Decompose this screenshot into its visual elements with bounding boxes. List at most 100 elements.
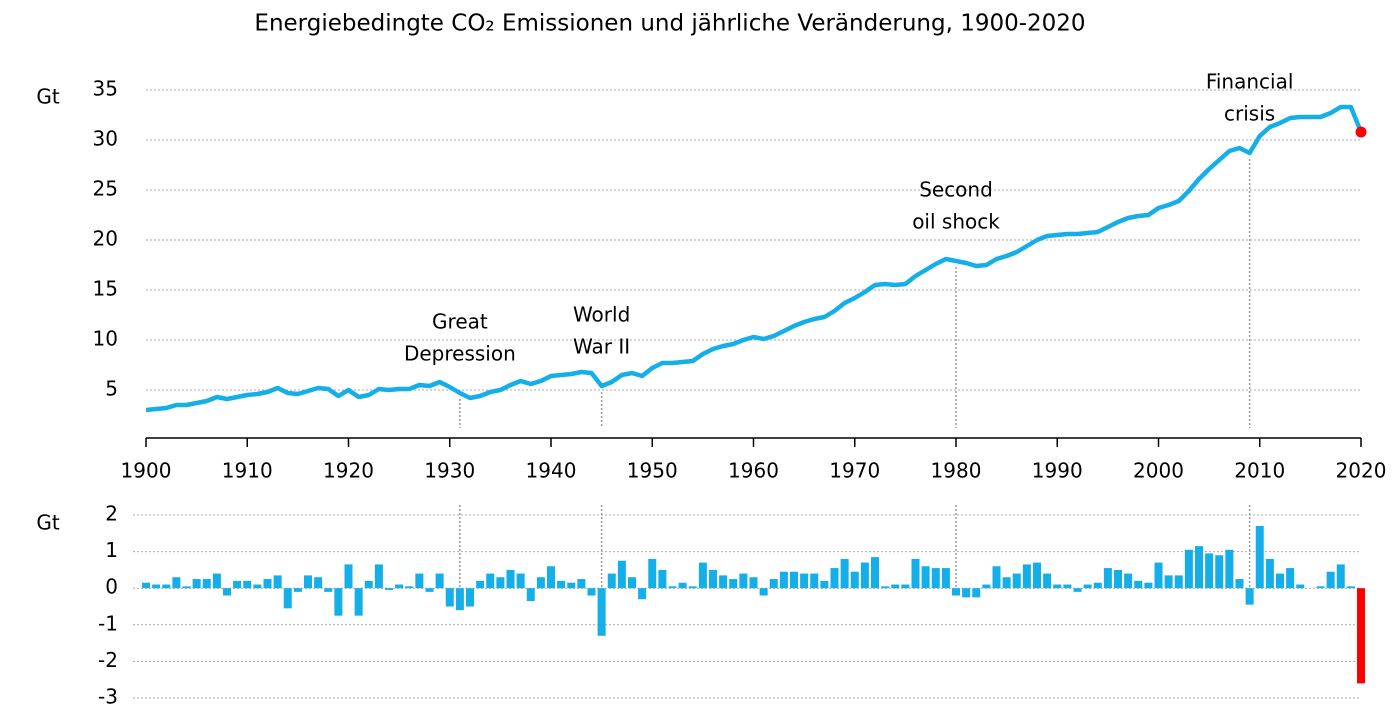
bar [1093, 582, 1102, 589]
bar [577, 579, 586, 589]
bar [668, 586, 677, 589]
bar [273, 575, 282, 589]
bar [293, 588, 302, 592]
bar [759, 588, 768, 596]
bar [1033, 562, 1041, 589]
bar [405, 586, 414, 589]
bar [364, 580, 373, 589]
bar [719, 575, 728, 589]
bar [415, 573, 424, 589]
bar [1073, 588, 1082, 592]
annotation-label: Financial [1206, 70, 1294, 94]
bar [1296, 584, 1305, 589]
bar [587, 588, 596, 596]
bar [253, 584, 262, 589]
bar [901, 584, 910, 589]
bar [1053, 584, 1062, 589]
annotation-label: oil shock [912, 210, 1000, 234]
x-tick-label: 1920 [323, 459, 374, 483]
bar [1357, 588, 1365, 684]
bar [800, 573, 809, 589]
bar [1205, 553, 1214, 589]
bar [435, 573, 444, 589]
bar [283, 588, 292, 609]
bar [374, 564, 383, 589]
bar [607, 573, 616, 589]
bar [526, 588, 535, 602]
emissions-line [145, 104, 1364, 413]
bar [1255, 525, 1264, 589]
x-tick-label: 1910 [222, 459, 273, 483]
x-tick-label: 1980 [931, 459, 982, 483]
bar [840, 558, 849, 589]
bar [334, 588, 343, 616]
bar [1286, 568, 1295, 589]
bar [1276, 573, 1284, 589]
bar [324, 588, 333, 592]
bar [223, 588, 231, 596]
y-tick-label: 30 [93, 127, 118, 151]
bar [921, 566, 930, 589]
bar [202, 579, 211, 589]
bar [739, 573, 748, 589]
y-axis-label: Gt [36, 511, 59, 535]
bar [688, 586, 697, 589]
y-tick-label: 2 [105, 502, 118, 526]
bar [516, 573, 525, 589]
x-tick-label: 2000 [1133, 459, 1184, 483]
bar [628, 577, 636, 589]
y-tick-label: 1 [105, 538, 118, 562]
bar [1326, 571, 1335, 589]
bar [314, 577, 323, 589]
bar [648, 558, 657, 589]
bar [709, 569, 717, 589]
bar [1083, 584, 1092, 589]
y-tick-label: 35 [93, 77, 118, 101]
x-tick-label: 1990 [1032, 459, 1083, 483]
bar [769, 579, 778, 589]
highlight-point [1355, 126, 1367, 138]
y-tick-label: -3 [98, 685, 118, 709]
x-tick-label: 2010 [1234, 459, 1285, 483]
bar [1002, 577, 1011, 589]
bar [1103, 568, 1112, 589]
bar [344, 564, 353, 589]
y-axis-label: Gt [36, 85, 59, 109]
bar [972, 588, 981, 598]
x-tick-label: 1900 [121, 459, 172, 483]
bar [182, 586, 191, 589]
y-tick-label: 0 [105, 575, 118, 599]
y-tick-label: -1 [98, 611, 118, 635]
bar [1346, 586, 1355, 589]
bar [425, 588, 434, 592]
bar [992, 566, 1001, 589]
bar [1245, 588, 1254, 605]
bar [1174, 575, 1183, 589]
bar [810, 573, 819, 589]
annotation-label: Great [432, 310, 488, 334]
bar [1063, 584, 1072, 589]
bar [1043, 573, 1052, 589]
bar [1022, 564, 1031, 589]
bar [304, 575, 312, 589]
bar [1215, 555, 1224, 589]
bar [871, 557, 879, 589]
annotation-label: Second [919, 178, 993, 202]
bar [830, 568, 839, 589]
bar [617, 560, 626, 589]
bar [263, 579, 272, 589]
bar [142, 582, 150, 589]
bar [597, 588, 606, 636]
bar [1225, 549, 1234, 589]
bar [962, 588, 971, 598]
y-tick-label: 10 [93, 327, 118, 351]
bar [911, 558, 920, 589]
bar [1134, 580, 1143, 589]
bar [162, 584, 171, 589]
bar [749, 577, 758, 589]
bar [243, 580, 252, 589]
bar [212, 573, 221, 589]
y-tick-label: 5 [105, 377, 118, 401]
annotation-label: Depression [404, 342, 516, 366]
